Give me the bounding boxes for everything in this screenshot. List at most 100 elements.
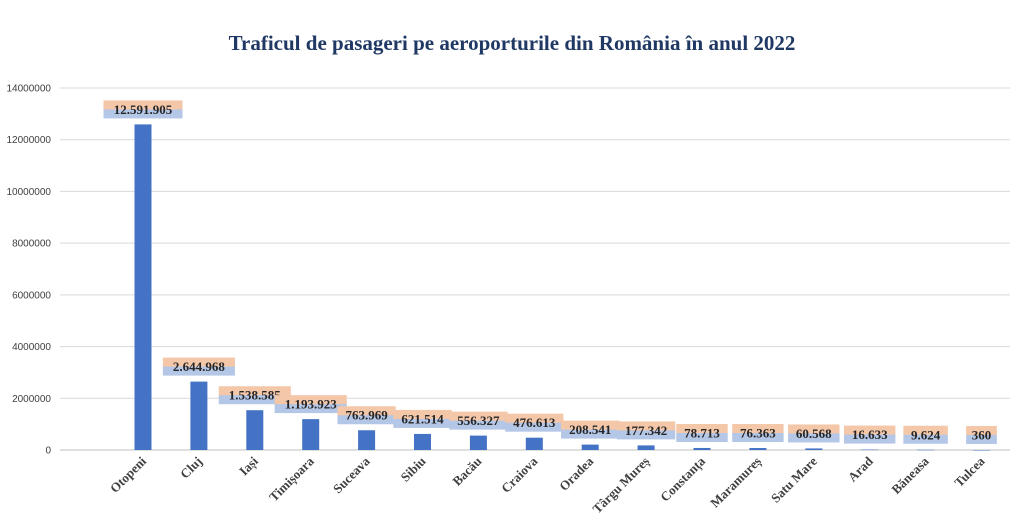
data-label-text: 60.568 bbox=[796, 426, 832, 441]
x-tick-label: Otopeni bbox=[107, 453, 150, 496]
bar bbox=[637, 445, 655, 450]
bar bbox=[302, 419, 320, 450]
data-label-text: 2.644.968 bbox=[173, 359, 226, 374]
bar bbox=[134, 124, 152, 451]
data-label-text: 360 bbox=[972, 427, 992, 442]
x-tick-label: Băneasa bbox=[888, 453, 932, 497]
x-tick-label: Târgu Mureș bbox=[589, 454, 652, 517]
y-tick-label: 14000000 bbox=[7, 84, 52, 95]
data-label-box-top bbox=[844, 425, 896, 436]
bar bbox=[190, 381, 208, 450]
chart-title: Traficul de pasageri pe aeroporturile di… bbox=[229, 31, 796, 55]
bar bbox=[917, 449, 935, 451]
x-tick-label: Arad bbox=[845, 453, 877, 485]
data-label: 1.538.585 bbox=[218, 386, 291, 405]
data-label-box-top bbox=[732, 424, 784, 435]
bar bbox=[693, 447, 711, 450]
bar bbox=[581, 444, 599, 450]
data-label-box-bottom bbox=[903, 434, 948, 444]
data-label-box-bottom bbox=[218, 395, 291, 405]
bar bbox=[805, 448, 823, 450]
data-label: 9.624 bbox=[903, 425, 948, 444]
data-label-text: 763.969 bbox=[345, 408, 388, 423]
x-tick-label: Satu Mare bbox=[768, 453, 820, 505]
data-label-text: 76.363 bbox=[740, 426, 776, 441]
data-label-box-bottom bbox=[337, 415, 396, 425]
data-label: 16.633 bbox=[844, 425, 896, 444]
data-label-box-top bbox=[903, 425, 948, 436]
x-tick-label: Cluj bbox=[177, 454, 205, 482]
data-label-box-bottom bbox=[732, 433, 784, 443]
data-label-box-bottom bbox=[393, 418, 452, 428]
data-label: 78.713 bbox=[676, 423, 728, 442]
x-tick-label: Constanța bbox=[657, 453, 709, 505]
data-label-text: 476.613 bbox=[513, 415, 556, 430]
y-axis-ticks: 0 2000000 4000000 6000000 8000000 10000000 120… bbox=[7, 84, 52, 457]
x-tick-label: Craiova bbox=[498, 453, 541, 496]
data-label-box-bottom bbox=[274, 404, 347, 414]
data-label: 76.363 bbox=[732, 424, 784, 443]
data-label: 12.591.905 bbox=[103, 100, 183, 119]
x-tick-label: Iași bbox=[236, 453, 262, 479]
bar bbox=[525, 437, 543, 450]
x-tick-label: Bacău bbox=[449, 454, 484, 489]
data-label-box-top bbox=[337, 406, 396, 417]
x-tick-label: Sibiu bbox=[398, 454, 429, 485]
x-tick-label: Maramureș bbox=[707, 454, 765, 512]
data-label-box-bottom bbox=[966, 434, 997, 444]
data-label-box-top bbox=[103, 100, 183, 111]
data-label-text: 1.538.585 bbox=[229, 388, 282, 403]
data-label-box-bottom bbox=[616, 430, 676, 440]
bar bbox=[469, 435, 487, 450]
data-label-box-top bbox=[162, 357, 235, 368]
data-label-box-top bbox=[274, 395, 347, 406]
data-label-box-bottom bbox=[505, 422, 564, 432]
data-label-box-bottom bbox=[676, 432, 728, 442]
gridlines bbox=[60, 87, 1010, 451]
data-label-box-bottom bbox=[103, 109, 183, 119]
y-tick-label: 12000000 bbox=[7, 135, 52, 146]
y-tick-label: 10000000 bbox=[7, 187, 52, 198]
data-label-text: 9.624 bbox=[911, 427, 941, 442]
x-tick-label: Tulcea bbox=[951, 453, 988, 490]
data-label: 208.541 bbox=[561, 420, 620, 439]
data-label-text: 621.514 bbox=[401, 411, 444, 426]
data-label: 621.514 bbox=[393, 409, 452, 428]
data-label: 1.193.923 bbox=[274, 395, 347, 414]
data-label-box-top bbox=[449, 411, 508, 422]
x-axis-ticks: Otopeni Cluj Iași Timișoara Suceava Sibiu Bacă… bbox=[107, 453, 988, 517]
data-label-box-top bbox=[966, 425, 997, 436]
x-tick-label: Suceava bbox=[330, 453, 373, 496]
data-label: 360 bbox=[966, 425, 997, 444]
bars bbox=[134, 124, 990, 451]
y-tick-label: 0 bbox=[45, 446, 51, 457]
data-label-box-bottom bbox=[788, 433, 840, 443]
data-label-box-top bbox=[393, 409, 452, 420]
data-label: 763.969 bbox=[337, 406, 396, 425]
data-label-box-top bbox=[218, 386, 291, 397]
bar bbox=[861, 449, 879, 451]
y-tick-label: 8000000 bbox=[12, 239, 51, 250]
data-label-text: 556.327 bbox=[457, 413, 500, 428]
data-label-text: 78.713 bbox=[684, 425, 720, 440]
data-label-text: 177.342 bbox=[625, 423, 667, 438]
data-label-box-top bbox=[616, 421, 676, 432]
data-label-box-top bbox=[788, 424, 840, 435]
data-label: 177.342 bbox=[616, 421, 676, 440]
data-label-box-top bbox=[561, 420, 620, 431]
bar bbox=[973, 449, 990, 451]
data-label-box-bottom bbox=[162, 366, 235, 376]
bar bbox=[246, 410, 264, 450]
data-label-text: 208.541 bbox=[569, 422, 611, 437]
data-label: 476.613 bbox=[505, 413, 564, 432]
data-label-box-bottom bbox=[561, 429, 620, 439]
data-label-text: 12.591.905 bbox=[114, 102, 173, 117]
bar bbox=[358, 430, 376, 450]
y-tick-label: 2000000 bbox=[12, 394, 51, 405]
data-label: 556.327 bbox=[449, 411, 508, 430]
bar bbox=[414, 433, 431, 450]
data-label-text: 1.193.923 bbox=[285, 397, 338, 412]
x-tick-label: Oradea bbox=[556, 453, 597, 494]
